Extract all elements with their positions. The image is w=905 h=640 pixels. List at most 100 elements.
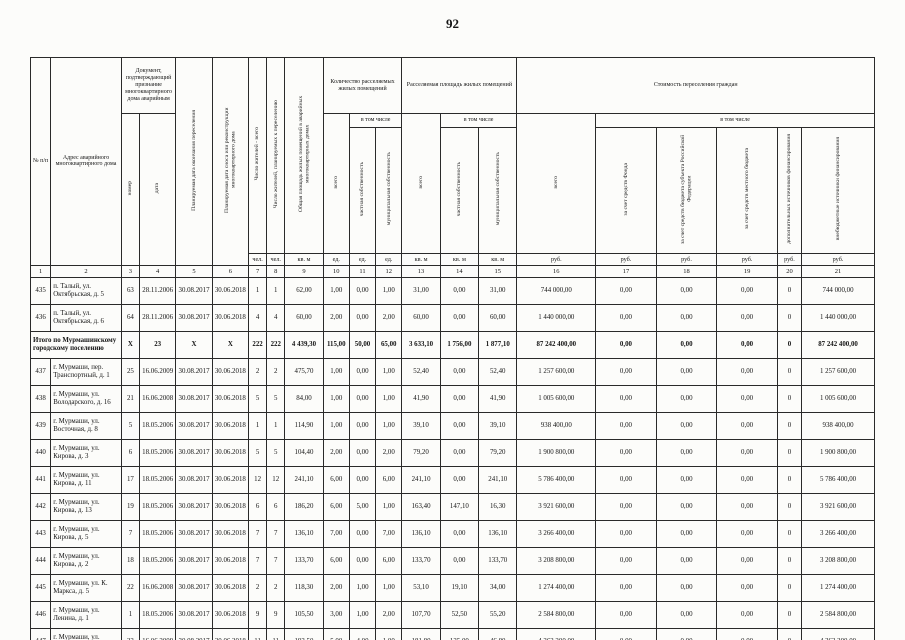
cell: 39,10 [401, 411, 441, 440]
cell: 30.06.2018 [211, 492, 250, 521]
cell: 87 242 400,00 [801, 330, 875, 359]
cell: 0,00 [595, 303, 657, 332]
unit-cell: руб. [716, 252, 778, 266]
table-row: 438 г. Мурмаши, ул. Володарского, д. 16 21… [29, 384, 875, 413]
cell: 0,00 [595, 627, 657, 640]
cell: 0,00 [348, 357, 377, 386]
cell: 18.05.2006 [138, 411, 177, 440]
cell: 3 921 600,00 [801, 492, 875, 521]
unit-cell: чел. [266, 252, 286, 266]
header-residents-total-label: Число жителей - всего [254, 127, 261, 181]
cell: 31,00 [401, 276, 441, 305]
cell: 744 000,00 [801, 276, 875, 305]
cell: X [175, 330, 213, 359]
cell: 0,00 [348, 438, 377, 467]
cell: 87 242 400,00 [516, 330, 597, 359]
units-row: чел. чел. кв. м ед. ед. ед. кв. м кв. м … [31, 252, 875, 266]
cell: 2 584 800,00 [516, 600, 597, 629]
cell: 55,20 [478, 600, 518, 629]
cell: 30.08.2017 [175, 276, 213, 305]
cell: 6 [247, 492, 268, 521]
cell: 1 274 400,00 [801, 573, 875, 602]
cell: 1 274 400,00 [516, 573, 597, 602]
header-count-municipal-label: муниципальная собственность [385, 152, 392, 226]
unit-cell: руб. [655, 252, 718, 266]
address-cell: г. Мурмаши, ул. Володарского, д. 16 [50, 384, 122, 413]
cell: 0,00 [595, 465, 657, 494]
cell: 0,00 [716, 627, 778, 640]
cell: 50,00 [348, 330, 377, 359]
cell: 1,00 [375, 492, 403, 521]
column-numbers-row: 1 2 3 4 5 6 7 8 9 10 11 12 13 14 15 16 1… [29, 264, 875, 278]
cell: 0,00 [655, 330, 718, 359]
cell: 1 440 000,00 [516, 303, 597, 332]
cell: 64 [120, 303, 141, 332]
header-cost-fund: за счет средств Фонда [595, 127, 657, 254]
cell: 1,00 [322, 357, 350, 386]
cell: 446 [29, 600, 52, 629]
cell: 133,70 [401, 546, 441, 575]
table-row: 441 г. Мурмаши, ул. Кирова, д. 11 17 18.05.… [29, 465, 875, 494]
cell: 18.05.2006 [138, 438, 177, 467]
cell: 1,00 [375, 627, 403, 640]
cell: 63 [120, 276, 141, 305]
cell: 2,00 [375, 600, 403, 629]
address-cell: г. Мурмаши, пер. Транспортный, д. 1 [50, 357, 122, 386]
header-doc-number: номер [120, 113, 141, 266]
table-row: 436 п. Талый, ул. Октябрьская, д. 6 64 28.1… [29, 303, 875, 332]
cell: 30.06.2018 [211, 573, 250, 602]
address-cell: г. Мурмаши, ул. Восточная, д. 8 [50, 411, 122, 440]
cell: 136,10 [401, 519, 441, 548]
page-number: 92 [446, 16, 459, 31]
unit-cell: кв. м [478, 252, 518, 266]
cell: 79,20 [478, 438, 518, 467]
cell: 0,00 [655, 438, 718, 467]
header-planned-demolition-label: Планируемая дата сноса или реконструкции… [223, 107, 237, 213]
cell: 0,00 [655, 546, 718, 575]
cell: 0,00 [655, 303, 718, 332]
cell: 62,00 [284, 276, 324, 305]
cell: 7 [120, 519, 141, 548]
cell: 3 266 400,00 [801, 519, 875, 548]
cell: 1 [266, 411, 286, 440]
cell: 0 [776, 330, 803, 359]
cell: 4 [247, 303, 268, 332]
cell: 441 [29, 465, 52, 494]
cell: 30.06.2018 [211, 384, 250, 413]
unit-cell: ед. [348, 252, 377, 266]
cell: 30.06.2018 [211, 600, 250, 629]
cell: 0 [776, 411, 803, 440]
cell: 84,00 [284, 384, 324, 413]
header-planned-demolition: Планируемая дата сноса или реконструкции… [211, 57, 250, 266]
cell: 0,00 [716, 546, 778, 575]
cell: 2 [266, 357, 286, 386]
cell: 133,70 [478, 546, 518, 575]
header-cost-local-budget: за счет средств местного бюджета [716, 127, 778, 254]
unit-cell: кв. м [401, 252, 441, 266]
cell: 1,00 [322, 411, 350, 440]
cell: 12 [266, 465, 286, 494]
cell: 30.08.2017 [175, 465, 213, 494]
cell: 104,40 [284, 438, 324, 467]
cell: 133,70 [284, 546, 324, 575]
header-cost-subject-budget-label: за счет средств бюджета субъекта Российс… [680, 134, 693, 244]
cell: 439 [29, 411, 52, 440]
cell: 135,00 [439, 627, 480, 640]
cell: 18 [120, 546, 141, 575]
col-number: 16 [516, 264, 597, 278]
cell: 0,00 [655, 465, 718, 494]
col-number: 2 [50, 264, 122, 278]
cell: 193,50 [284, 627, 324, 640]
cell: 0,00 [716, 438, 778, 467]
address-cell: г. Мурмаши, ул. Кирова, д. 2 [50, 546, 122, 575]
cell: 30.08.2017 [175, 303, 213, 332]
cell: 0 [776, 600, 803, 629]
cell: 440 [29, 438, 52, 467]
unit-cell: чел. [247, 252, 268, 266]
cell: 2,00 [375, 438, 403, 467]
cell: 4,00 [348, 627, 377, 640]
cell: 0,00 [439, 438, 480, 467]
cell: X [211, 330, 250, 359]
table-body: 435 п. Талый, ул. Октябрьская, д. 5 63 28.1… [29, 276, 875, 640]
col-number: 3 [120, 264, 141, 278]
